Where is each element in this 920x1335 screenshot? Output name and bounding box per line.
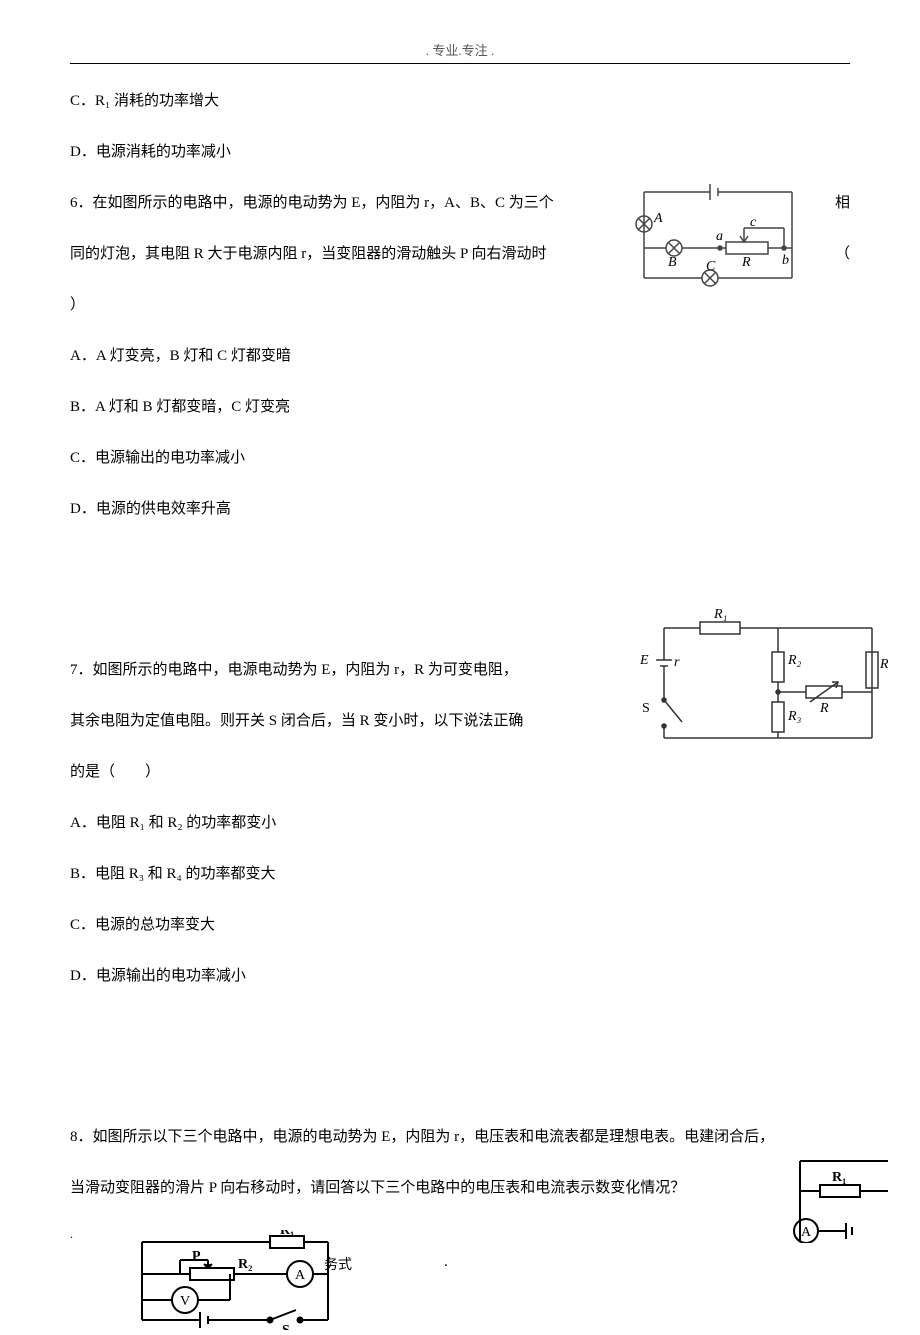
q7-label-rint: r (674, 655, 680, 670)
q7-label-r3: R₃ (787, 709, 802, 724)
q6-opt-d: D．电源的供电效率升高 (70, 496, 850, 523)
q7-label-r4: R₄ (879, 657, 888, 672)
q6-stem-2b: （ (835, 241, 850, 268)
q7-opt-a: A．电阻 R₁ 和 R₂ 的功率都变小 (70, 810, 850, 837)
q6-label-c-lamp: C (706, 259, 716, 274)
q7-label-r1: R₁ (713, 608, 727, 622)
q8a-label-p: P (192, 1249, 201, 1264)
q8-circuit-b-figure-partial: R₁ A (790, 1153, 890, 1243)
q7-circuit-figure: R₁ R₂ R₃ R₄ R E r S (628, 608, 888, 748)
q8-stem-line1: 8．如图所示以下三个电路中，电源的电动势为 E，内阻为 r，电压表和电流表都是理… (70, 1124, 850, 1151)
q6-stem-2a: 同的灯泡，其电阻 R 大于电源内阻 r，当变阻器的滑动触头 P 向右滑动时 (70, 246, 547, 262)
q7-label-e: E (639, 653, 649, 668)
q6-stem-line3: ） (70, 292, 850, 319)
q6-label-c-node: c (750, 215, 757, 230)
q8a-label-r1: R₁ (280, 1230, 294, 1238)
q8b-label-r1: R₁ (832, 1170, 846, 1185)
q8-stem-line2: 当滑动变阻器的滑片 P 向右移动时，请回答以下三个电路中的电压表和电流表示数变化… (70, 1175, 850, 1202)
q8-circuit-a-figure: R₁ R₂ P A V S (130, 1230, 340, 1330)
q6-label-r: R (741, 255, 751, 270)
q6-label-b-node: b (782, 253, 789, 268)
q6-label-a-node: a (716, 229, 723, 244)
q7-opt-c: C．电源的总功率变大 (70, 912, 850, 939)
q7-opt-b: B．电阻 R₃ 和 R₄ 的功率都变大 (70, 861, 850, 888)
q6-opt-a: A．A 灯变亮，B 灯和 C 灯都变暗 (70, 343, 850, 370)
footer-right: . (444, 1254, 448, 1271)
q5-opt-d: D．电源消耗的功率减小 (70, 139, 850, 166)
q5-opt-c: C．R₁ 消耗的功率增大 (70, 88, 850, 115)
page-header: . 专业.专注 . (70, 40, 850, 64)
q8a-label-s: S (282, 1323, 290, 1330)
q6-stem-1b: 相 (835, 190, 850, 217)
q8a-label-r2: R₂ (238, 1257, 252, 1272)
q6-circuit-figure: A B C R a b c (624, 178, 812, 290)
q6-opt-c: C．电源输出的电功率减小 (70, 445, 850, 472)
q8b-label-a: A (801, 1225, 812, 1240)
q6-label-a: A (653, 211, 663, 226)
q6-opt-b: B．A 灯和 B 灯都变暗，C 灯变亮 (70, 394, 850, 421)
q6-label-b: B (668, 255, 677, 270)
q7-label-r2: R₂ (787, 653, 802, 668)
q7-label-s: S (642, 701, 650, 716)
q6-stem-1a: 6．在如图所示的电路中，电源的电动势为 E，内阻为 r，A、B、C 为三个 (70, 195, 554, 211)
q7-stem-line3: 的是（ ） (70, 759, 850, 786)
q8a-label-a: A (295, 1268, 306, 1283)
footer-mid-text: 务式 (324, 1254, 352, 1274)
q7-label-r: R (819, 701, 829, 716)
q7-opt-d: D．电源输出的电功率减小 (70, 963, 850, 990)
